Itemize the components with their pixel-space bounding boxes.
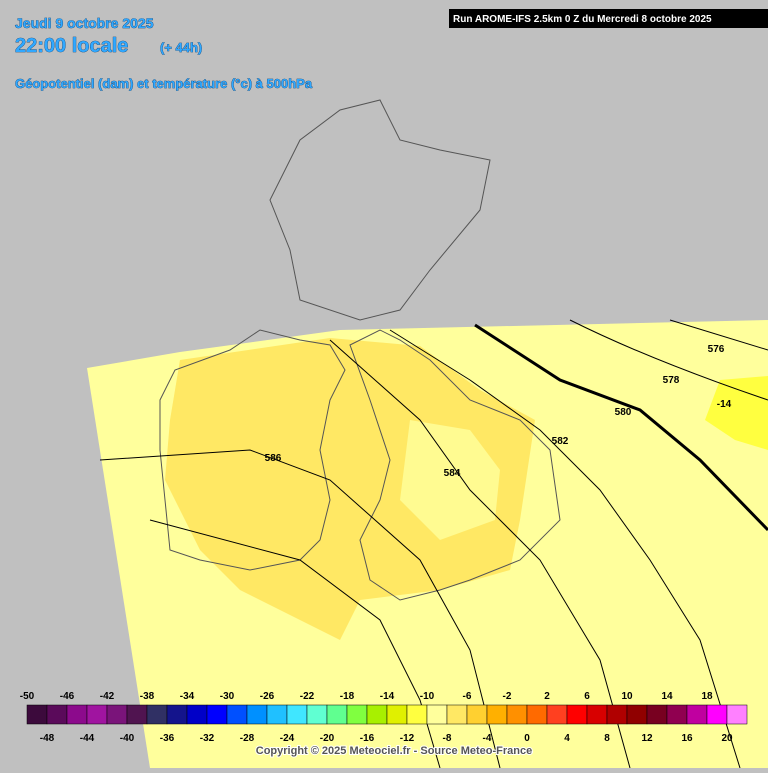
legend-label: -40 — [120, 733, 135, 744]
legend-swatch — [66, 704, 88, 725]
legend-swatch — [606, 704, 628, 725]
legend-swatch — [126, 704, 148, 725]
legend-label: -22 — [300, 691, 315, 702]
legend-label: 12 — [641, 733, 653, 744]
legend-swatch — [266, 704, 288, 725]
legend-swatch — [526, 704, 548, 725]
copyright: Copyright © 2025 Meteociel.fr - Source M… — [256, 745, 532, 757]
legend-label: -30 — [220, 691, 235, 702]
field-title: Géopotentiel (dam) et température (°c) à… — [15, 76, 313, 91]
legend-label: -18 — [340, 691, 355, 702]
legend-label: 0 — [524, 733, 530, 744]
contour-label: 580 — [615, 407, 632, 418]
cooler-patch — [400, 420, 500, 540]
legend-label: -50 — [20, 691, 35, 702]
legend-label: -32 — [200, 733, 215, 744]
legend-swatch — [566, 704, 588, 725]
legend-swatch — [26, 704, 48, 725]
legend-swatch — [246, 704, 268, 725]
legend-swatch — [186, 704, 208, 725]
legend-label: 20 — [721, 733, 733, 744]
legend-swatch — [486, 704, 508, 725]
legend-swatch — [626, 704, 648, 725]
legend-label: -6 — [463, 691, 472, 702]
legend-label: -28 — [240, 733, 255, 744]
legend-label: 14 — [661, 691, 673, 702]
legend-label: 8 — [604, 733, 610, 744]
legend-swatch — [46, 704, 68, 725]
contour-label: 584 — [444, 468, 461, 479]
legend-swatch — [426, 704, 448, 725]
legend-swatch — [646, 704, 668, 725]
legend-label: -8 — [443, 733, 452, 744]
legend-swatch — [506, 704, 528, 725]
legend-label: -14 — [380, 691, 395, 702]
legend-label: 6 — [584, 691, 590, 702]
legend-swatch — [206, 704, 228, 725]
legend-label: -44 — [80, 733, 95, 744]
legend-swatch — [166, 704, 188, 725]
contour-label: 578 — [663, 375, 680, 386]
contour-label: 582 — [552, 436, 569, 447]
legend-label: 16 — [681, 733, 693, 744]
contour-label: -14 — [717, 399, 732, 410]
legend-swatch — [106, 704, 128, 725]
legend-label: -24 — [280, 733, 295, 744]
legend-swatch — [446, 704, 468, 725]
legend-swatch — [586, 704, 608, 725]
legend-swatch — [226, 704, 248, 725]
legend-label: 18 — [701, 691, 713, 702]
legend-swatch — [546, 704, 568, 725]
legend-label: -4 — [483, 733, 492, 744]
legend-swatch — [306, 704, 328, 725]
legend-swatch — [286, 704, 308, 725]
legend-swatch — [666, 704, 688, 725]
contour-label: 586 — [265, 453, 282, 464]
contour-labels: 576 578 580 582 584 586 -14 — [265, 344, 732, 479]
contours — [99, 319, 768, 769]
legend-label: -48 — [40, 733, 55, 744]
legend-label: -20 — [320, 733, 335, 744]
legend: -50 -46 -42 -38 -34 -30 -26 -22 -18 -14 -10 -6 -2 2 6 1… — [20, 691, 748, 744]
legend-swatch — [86, 704, 108, 725]
date: Jeudi 9 octobre 2025 — [15, 15, 154, 31]
legend-label: -26 — [260, 691, 275, 702]
run-box — [449, 9, 768, 28]
legend-label: -42 — [100, 691, 115, 702]
legend-label: 2 — [544, 691, 550, 702]
legend-swatch — [366, 704, 388, 725]
time: 22:00 locale — [15, 35, 128, 57]
legend-label: -38 — [140, 691, 155, 702]
legend-label: -46 — [60, 691, 75, 702]
contour-label: 576 — [708, 344, 725, 355]
legend-swatch — [386, 704, 408, 725]
legend-swatch — [406, 704, 428, 725]
legend-swatch — [686, 704, 708, 725]
legend-label: -36 — [160, 733, 175, 744]
legend-swatch — [466, 704, 488, 725]
legend-label: 4 — [564, 733, 570, 744]
legend-swatch — [726, 704, 748, 725]
lead-time: (+ 44h) — [160, 40, 202, 55]
legend-swatch — [706, 704, 728, 725]
legend-label: -12 — [400, 733, 415, 744]
legend-swatch — [326, 704, 348, 725]
legend-label: -16 — [360, 733, 375, 744]
coastlines — [159, 99, 561, 601]
legend-swatch — [346, 704, 368, 725]
run-info: Run AROME-IFS 2.5km 0 Z du Mercredi 8 oc… — [453, 14, 712, 25]
legend-label: -2 — [503, 691, 512, 702]
warm-zone — [165, 338, 535, 640]
legend-label: -34 — [180, 691, 195, 702]
legend-label: -10 — [420, 691, 435, 702]
legend-label: 10 — [621, 691, 633, 702]
legend-swatch — [146, 704, 168, 725]
